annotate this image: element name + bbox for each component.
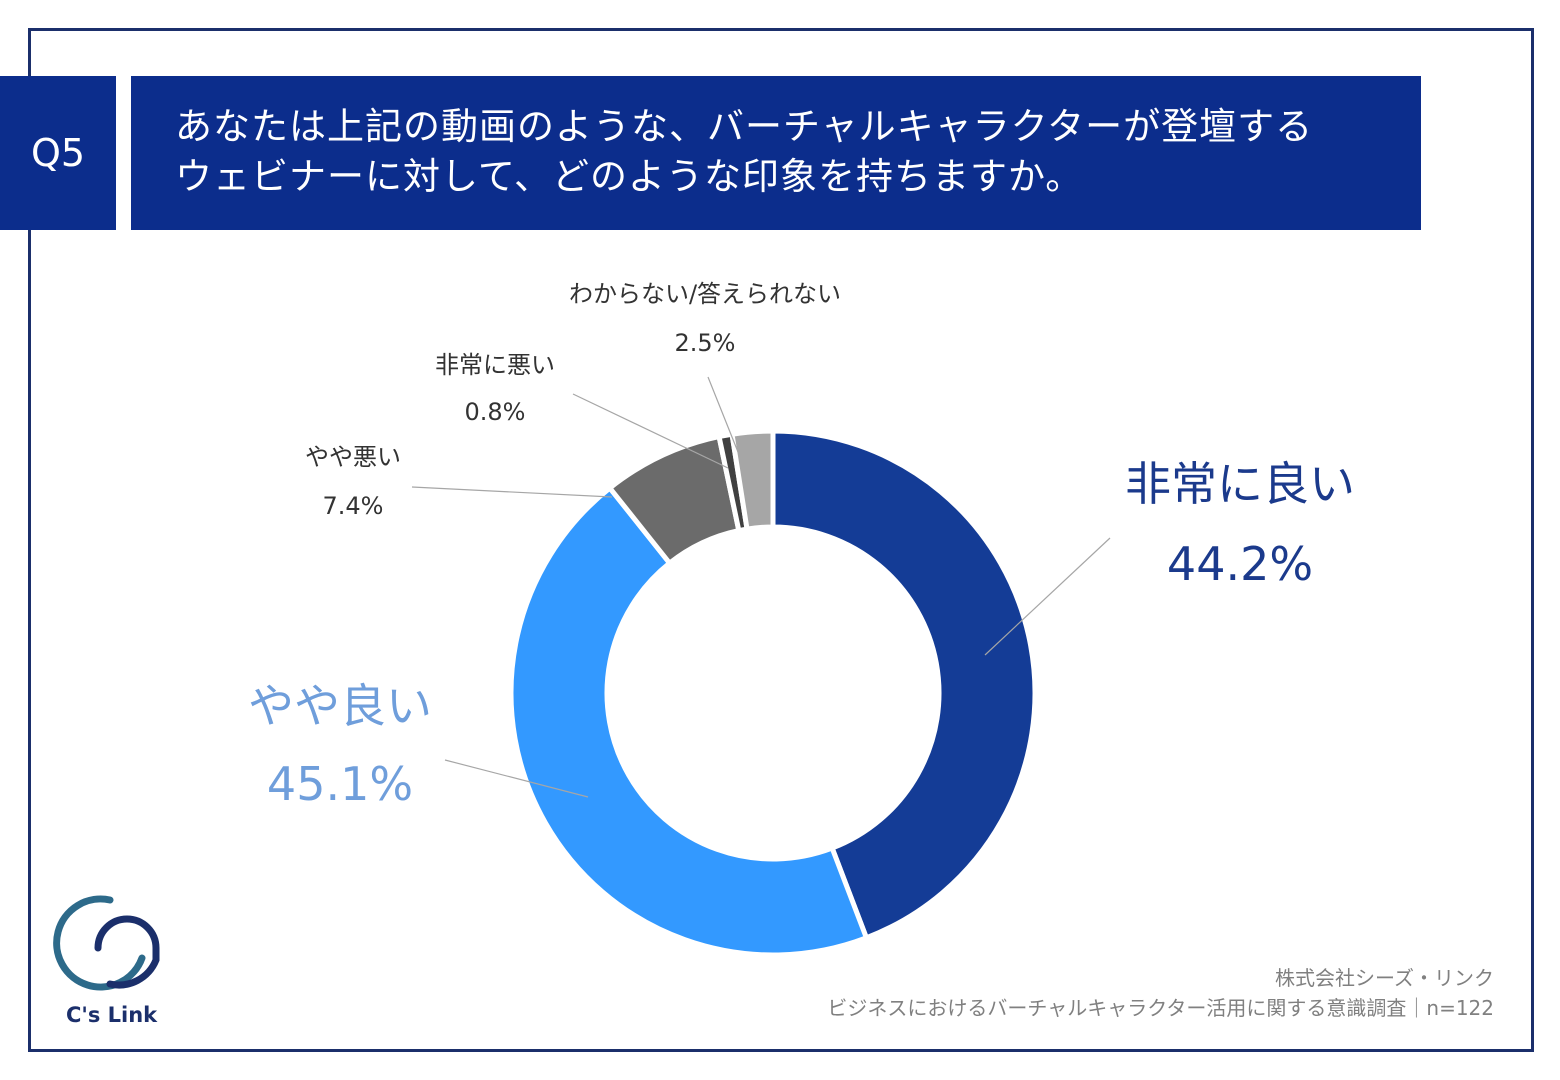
leader-line-1 xyxy=(984,537,1111,656)
value-label-1: 44.2% xyxy=(1167,537,1313,591)
footer: 株式会社シーズ・リンク ビジネスにおけるバーチャルキャラクター活用に関する意識調… xyxy=(827,963,1494,1023)
category-label-3: やや悪い xyxy=(305,443,401,471)
slice-5 xyxy=(729,428,776,532)
company-logo-icon xyxy=(53,895,160,991)
question-line-2: ウェビナーに対して、どのような印象を持ちますか。 xyxy=(175,155,1084,198)
value-label-4: 0.8% xyxy=(465,398,526,426)
category-label-5: わからない/答えられない xyxy=(569,280,841,308)
category-label-2: やや良い xyxy=(248,679,432,733)
value-label-5: 2.5% xyxy=(675,329,736,357)
leader-line-3 xyxy=(411,486,613,498)
footer-company: 株式会社シーズ・リンク xyxy=(1275,966,1494,990)
question-line-1: あなたは上記の動画のような、バーチャルキャラクターが登壇する xyxy=(175,105,1314,148)
value-label-3: 7.4% xyxy=(323,492,384,520)
footer-survey: ビジネスにおけるバーチャルキャラクター活用に関する意識調査｜n=122 xyxy=(827,996,1494,1020)
slice-1 xyxy=(770,428,1038,942)
value-label-2: 45.1% xyxy=(267,757,413,811)
leader-line-4 xyxy=(572,393,729,469)
leader-line-2 xyxy=(444,759,589,798)
question-badge: Q5 xyxy=(0,76,116,230)
category-label-1: 非常に良い xyxy=(1125,457,1355,511)
slice-2 xyxy=(508,484,870,958)
company-logo-text: C's Link xyxy=(66,1003,158,1027)
question-title: あなたは上記の動画のような、バーチャルキャラクターが登壇する ウェビナーに対して… xyxy=(131,76,1421,230)
leader-line-5 xyxy=(707,376,741,458)
slide-frame xyxy=(28,28,1534,1052)
category-label-4: 非常に悪い xyxy=(435,351,555,379)
